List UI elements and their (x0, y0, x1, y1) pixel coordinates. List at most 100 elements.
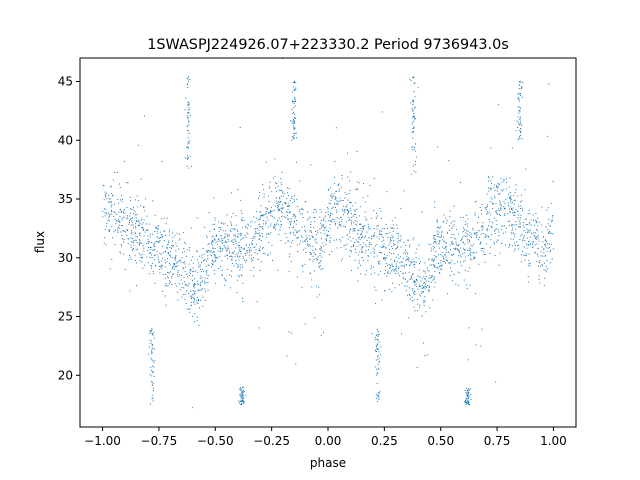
data-point (523, 222, 525, 224)
data-point (457, 284, 459, 286)
data-point (239, 264, 241, 266)
data-point (176, 245, 178, 247)
data-point (309, 230, 311, 232)
data-point (451, 233, 453, 235)
data-point (175, 250, 177, 252)
data-point (135, 239, 137, 241)
data-point (150, 331, 152, 333)
data-point (128, 220, 130, 222)
data-point (187, 147, 189, 149)
data-point (220, 223, 222, 225)
data-point (402, 272, 404, 274)
data-point (438, 241, 440, 243)
data-point (265, 212, 267, 214)
data-point (152, 347, 154, 349)
data-point (301, 287, 303, 289)
data-point (202, 270, 204, 272)
data-point (121, 198, 123, 200)
data-point (340, 225, 342, 227)
data-point (340, 186, 342, 188)
data-point (331, 213, 333, 215)
data-point (173, 268, 175, 270)
data-point (146, 215, 148, 217)
data-point (397, 272, 399, 274)
data-point (441, 264, 443, 266)
data-point (549, 232, 551, 234)
data-point (362, 225, 364, 227)
data-point (474, 256, 476, 258)
data-point (492, 208, 494, 210)
data-point (179, 259, 181, 261)
data-point (551, 258, 553, 260)
data-point (523, 254, 525, 256)
data-point (410, 276, 412, 278)
data-point (520, 201, 522, 203)
data-point (261, 214, 263, 216)
data-point (193, 284, 195, 286)
data-point (221, 274, 223, 276)
data-point (377, 330, 379, 332)
data-point (551, 219, 553, 221)
data-point (433, 265, 435, 267)
data-point (269, 187, 271, 189)
data-point (346, 208, 348, 210)
data-point (463, 279, 465, 281)
data-point (109, 215, 111, 217)
data-point (497, 187, 499, 189)
data-point (383, 257, 385, 259)
data-point (448, 251, 450, 253)
data-point (441, 232, 443, 234)
data-point (157, 227, 159, 229)
data-point (463, 261, 465, 263)
data-point (345, 206, 347, 208)
data-point (465, 232, 467, 234)
data-point (349, 255, 351, 257)
data-point (164, 250, 166, 252)
data-point (476, 234, 478, 236)
data-point (263, 220, 265, 222)
data-point (186, 308, 188, 310)
data-point (250, 258, 252, 260)
data-point (499, 201, 501, 203)
data-point (525, 219, 527, 221)
data-point (488, 180, 490, 182)
data-point (211, 259, 213, 261)
data-point (230, 255, 232, 257)
data-point (118, 224, 120, 226)
data-point (245, 254, 247, 256)
data-point (222, 248, 224, 250)
data-point (152, 384, 154, 386)
data-point (447, 260, 449, 262)
data-point (536, 243, 538, 245)
data-point (181, 286, 183, 288)
data-point (472, 229, 474, 231)
data-point (215, 282, 217, 284)
data-point (112, 179, 114, 181)
data-point (290, 261, 292, 263)
data-point (375, 350, 377, 352)
data-point (383, 253, 385, 255)
data-point (520, 81, 522, 83)
data-point (301, 213, 303, 215)
data-point (378, 398, 380, 400)
data-point (507, 204, 509, 206)
data-point (176, 285, 178, 287)
data-point (469, 232, 471, 234)
data-point (428, 286, 430, 288)
data-point (548, 83, 550, 85)
data-point (511, 208, 513, 210)
data-point (320, 248, 322, 250)
data-point (347, 199, 349, 201)
data-point (534, 251, 536, 253)
data-point (372, 234, 374, 236)
data-point (414, 117, 416, 119)
data-point (463, 235, 465, 237)
data-point (131, 231, 133, 233)
data-point (412, 117, 414, 119)
data-point (294, 229, 296, 231)
data-point (434, 242, 436, 244)
data-point (190, 272, 192, 274)
data-point (547, 232, 549, 234)
data-point (185, 284, 187, 286)
data-point (528, 240, 530, 242)
